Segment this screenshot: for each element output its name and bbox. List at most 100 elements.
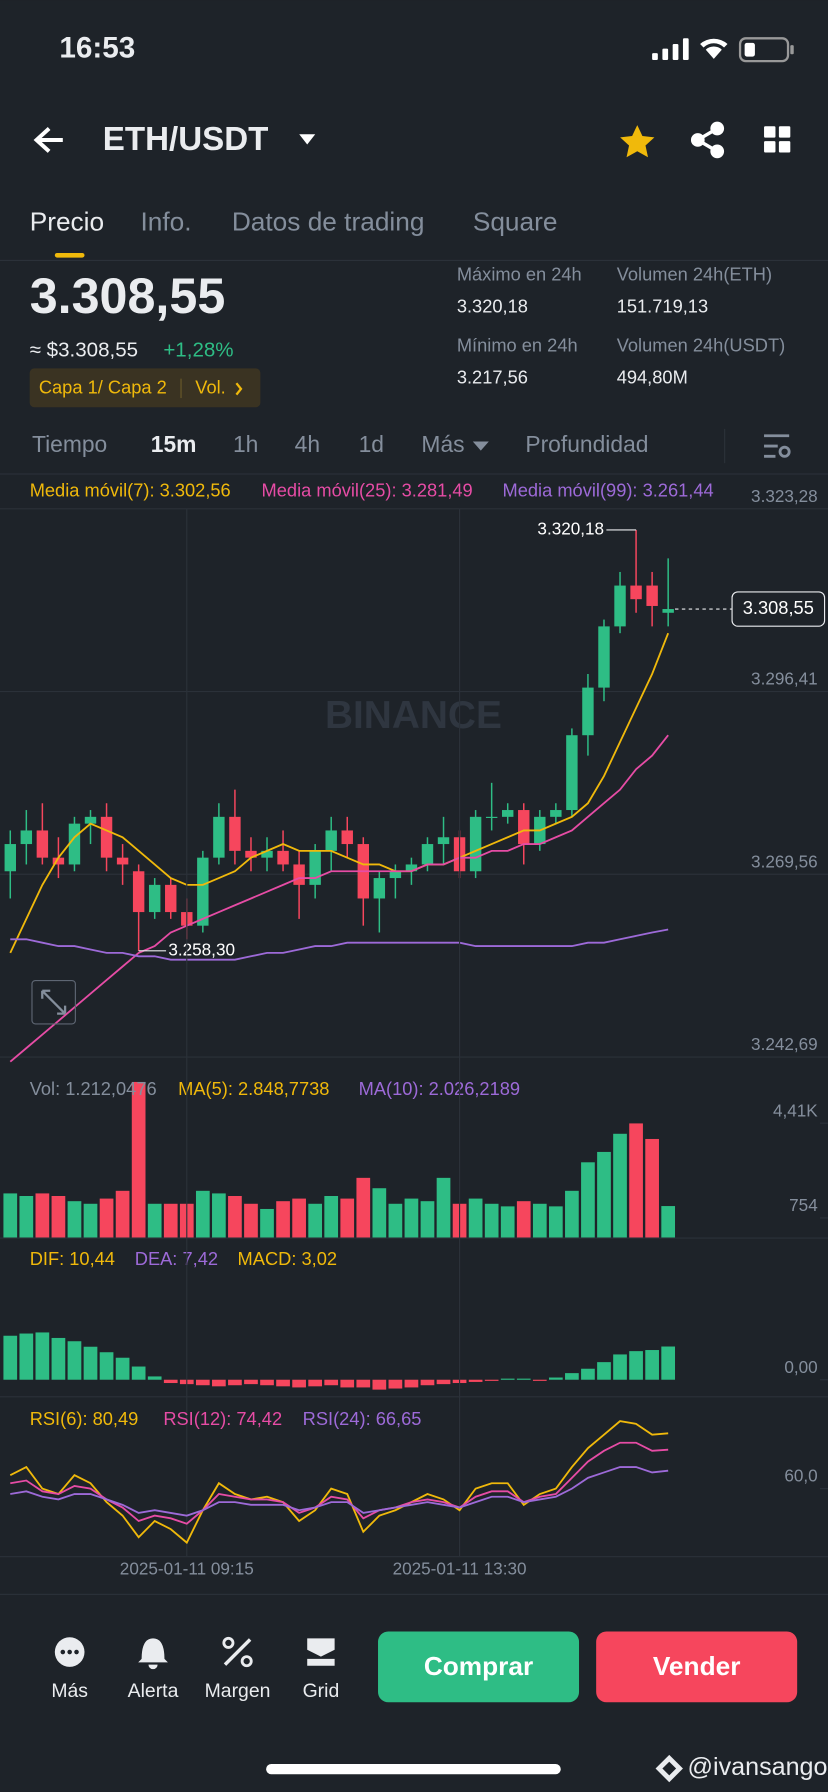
nav-label[interactable]: Margen	[205, 1680, 271, 1702]
legend-label: DIF: 10,44	[30, 1248, 115, 1269]
legend-label: Media móvil(7): 3.302,56	[30, 480, 231, 501]
volume-bar	[308, 1203, 323, 1238]
indicator-line	[9, 734, 669, 1063]
nav-label[interactable]: Alerta	[128, 1680, 179, 1702]
volume-bar	[420, 1201, 435, 1238]
candle-body	[389, 871, 402, 879]
chart-watermark: BINANCE	[325, 694, 502, 737]
macd-bar	[468, 1379, 483, 1382]
candle-body	[245, 850, 257, 858]
divider	[0, 1556, 828, 1558]
tag-link[interactable]: Vol.	[195, 377, 225, 398]
chart-settings-icon[interactable]	[764, 434, 791, 458]
legend-label: RSI(24): 66,65	[303, 1408, 422, 1429]
volume-bar	[163, 1203, 178, 1238]
status-time: 16:53	[59, 32, 135, 65]
expand-button[interactable]	[31, 979, 76, 1025]
candle-body	[309, 850, 321, 885]
candle-body	[646, 585, 658, 606]
candle-body	[405, 864, 418, 872]
candle-body	[566, 735, 578, 811]
indicator-line	[10, 928, 669, 961]
divider	[724, 428, 726, 464]
volume-bar	[83, 1203, 98, 1238]
chart-layer: 3.323,28 3.296,41 3.269,56 3.242,69 BINANCE 3…	[0, 480, 828, 1578]
candle-body	[518, 810, 530, 845]
x-tick-label: 2025-01-11 13:30	[393, 1558, 527, 1578]
volume-bar	[629, 1123, 643, 1238]
macd-bar	[356, 1379, 371, 1388]
macd-bar	[565, 1373, 579, 1380]
interval[interactable]: 1d	[359, 431, 384, 457]
macd-bar	[195, 1379, 210, 1386]
candle-body	[501, 810, 514, 817]
buy-button[interactable]	[378, 1631, 580, 1703]
interval[interactable]: 15m	[151, 431, 197, 457]
indicator-line	[9, 632, 670, 954]
macd-bar	[212, 1379, 226, 1387]
pair-dropdown[interactable]	[299, 134, 316, 145]
interval-dropdown[interactable]	[472, 441, 489, 451]
volume-bar	[548, 1206, 563, 1238]
volume-bar	[597, 1151, 611, 1238]
tab[interactable]: Precio	[30, 206, 104, 236]
candle-body	[550, 810, 562, 817]
buy-label[interactable]: Comprar	[424, 1651, 533, 1681]
macd-bar	[532, 1379, 547, 1381]
legend-label: Media móvil(25): 3.281,49	[262, 480, 473, 501]
macd-bar	[35, 1332, 50, 1380]
tag-label[interactable]: Capa 1/ Capa 2	[39, 377, 167, 398]
macd-bar	[500, 1378, 515, 1380]
volume-bar	[19, 1196, 34, 1238]
tab[interactable]: Square	[473, 206, 558, 236]
candle-body	[36, 830, 49, 858]
interval[interactable]: Profundidad	[525, 431, 648, 457]
volume-bar	[324, 1196, 339, 1238]
share-icon[interactable]	[690, 121, 725, 159]
tab[interactable]: Info.	[140, 206, 191, 236]
macd-bar	[244, 1379, 258, 1385]
nav-label[interactable]: Grid	[303, 1680, 340, 1702]
macd-bar	[340, 1379, 355, 1388]
interval[interactable]: 4h	[295, 431, 320, 457]
candle-body	[132, 871, 145, 913]
favorite-icon[interactable]	[620, 125, 655, 158]
legend-label: DEA: 7,42	[135, 1248, 218, 1269]
stat-label: Mínimo en 24h	[457, 334, 578, 355]
interval[interactable]: Tiempo	[32, 431, 107, 457]
nav-label[interactable]: Más	[51, 1680, 88, 1702]
pair-title[interactable]: ETH/USDT	[103, 121, 269, 158]
candle-body	[373, 878, 386, 899]
candle-body	[20, 830, 33, 845]
y-tick-label: 3.323,28	[751, 486, 818, 506]
candle-body	[197, 857, 209, 926]
volume-bar	[516, 1201, 531, 1238]
tab[interactable]: Datos de trading	[232, 206, 425, 236]
interval[interactable]: Más	[421, 431, 464, 457]
macd-bar	[115, 1357, 130, 1380]
layout-icon[interactable]	[764, 126, 791, 153]
indicator-line	[10, 1441, 669, 1525]
divider	[0, 1396, 828, 1398]
x-tick-label: 2025-01-11 09:15	[120, 1558, 254, 1578]
last-price-label: 3.308,55	[743, 597, 814, 618]
candle-body	[100, 816, 113, 858]
candle-body	[582, 687, 594, 736]
volume-bar	[244, 1203, 258, 1238]
interval[interactable]: 1h	[233, 431, 258, 457]
legend-label: Media móvil(99): 3.261,44	[503, 480, 714, 501]
candle-body	[598, 626, 610, 688]
volume-bar	[292, 1198, 306, 1238]
volume-bar	[613, 1133, 627, 1238]
y-tick-label: 4,41K	[773, 1100, 818, 1120]
legend-label: Vol: 1.212,0476	[30, 1078, 157, 1099]
macd-bar	[388, 1379, 403, 1389]
status-icons	[652, 37, 794, 63]
back-button[interactable]	[33, 127, 63, 153]
macd-bar	[548, 1377, 563, 1380]
tag-chip[interactable]	[29, 368, 261, 408]
macd-bar	[308, 1379, 323, 1387]
sell-button[interactable]	[596, 1631, 798, 1703]
sell-label[interactable]: Vender	[653, 1651, 741, 1681]
candle-body	[213, 816, 225, 858]
